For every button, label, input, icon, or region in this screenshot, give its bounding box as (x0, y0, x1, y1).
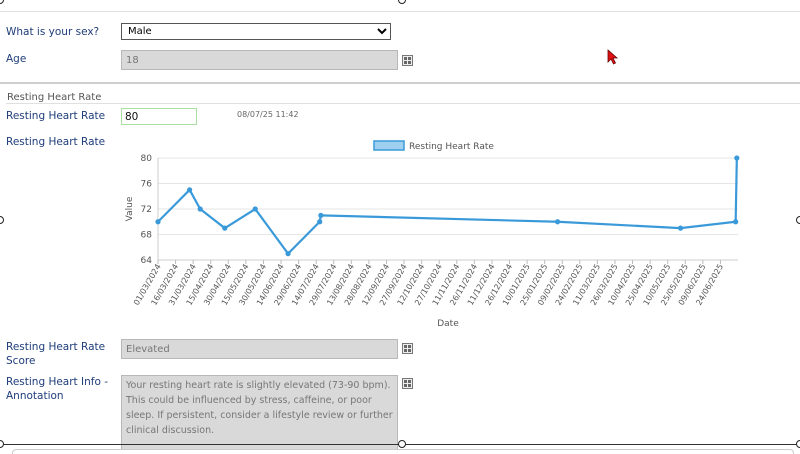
legend-swatch (373, 140, 405, 151)
data-point (155, 219, 161, 225)
sex-label: What is your sex? (6, 26, 100, 38)
series-line (157, 157, 738, 256)
data-point (222, 225, 228, 231)
info-annotation-field: Your resting heart rate is slightly elev… (121, 375, 398, 450)
calculator-icon[interactable] (402, 343, 413, 354)
score-value: Elevated (126, 343, 170, 355)
resize-handle-bottom-left[interactable] (0, 440, 4, 448)
data-point (252, 206, 258, 212)
data-point (677, 225, 684, 231)
resize-handle-bottom-right[interactable] (796, 440, 800, 448)
score-label: Resting Heart Rate Score (6, 341, 106, 367)
info-label: Resting Heart Info - Annotation (6, 376, 109, 402)
y-axis-title: Value (125, 196, 135, 221)
mouse-cursor-icon (607, 49, 619, 69)
data-point (733, 219, 739, 225)
section-title-rule (6, 103, 800, 104)
score-field: Elevated (121, 339, 398, 359)
chart-label: Resting Heart Rate (6, 136, 106, 148)
section-title: Resting Heart Rate (7, 92, 102, 103)
data-point (554, 219, 561, 225)
hr-input[interactable]: 80 (121, 108, 197, 125)
y-tick-label: 76 (141, 180, 153, 190)
x-axis-title: Date (437, 319, 459, 329)
calculator-icon[interactable] (402, 55, 413, 66)
age-label: Age (6, 53, 27, 65)
y-tick-label: 68 (141, 231, 153, 241)
sex-select[interactable]: Male (121, 23, 391, 40)
age-field: 18 (121, 50, 398, 70)
resize-handle-right[interactable] (796, 216, 800, 224)
resize-handle-top[interactable] (398, 0, 406, 4)
data-point (734, 155, 740, 161)
top-divider (0, 11, 800, 12)
legend-label: Resting Heart Rate (409, 142, 494, 152)
age-value: 18 (126, 54, 139, 66)
resize-handle-bottom[interactable] (398, 440, 406, 448)
calculator-icon[interactable] (402, 378, 413, 389)
data-point (197, 206, 203, 212)
section-divider (0, 82, 800, 84)
hr-timestamp: 08/07/25 11:42 (237, 110, 299, 119)
lower-panel-edge (12, 449, 794, 454)
data-point (318, 212, 324, 218)
data-point (285, 251, 291, 257)
hr-label: Resting Heart Rate (6, 110, 106, 122)
y-tick-label: 72 (141, 205, 152, 215)
y-tick-label: 64 (141, 256, 153, 266)
resize-handle-left[interactable] (0, 216, 4, 224)
heart-rate-chart: 646872768001/03/202416/03/202431/03/2024… (125, 140, 740, 329)
data-point (187, 187, 193, 193)
hr-input-value: 80 (125, 110, 139, 123)
resize-handle-top-left[interactable] (0, 0, 4, 4)
y-tick-label: 80 (141, 154, 153, 164)
data-point (317, 219, 323, 225)
